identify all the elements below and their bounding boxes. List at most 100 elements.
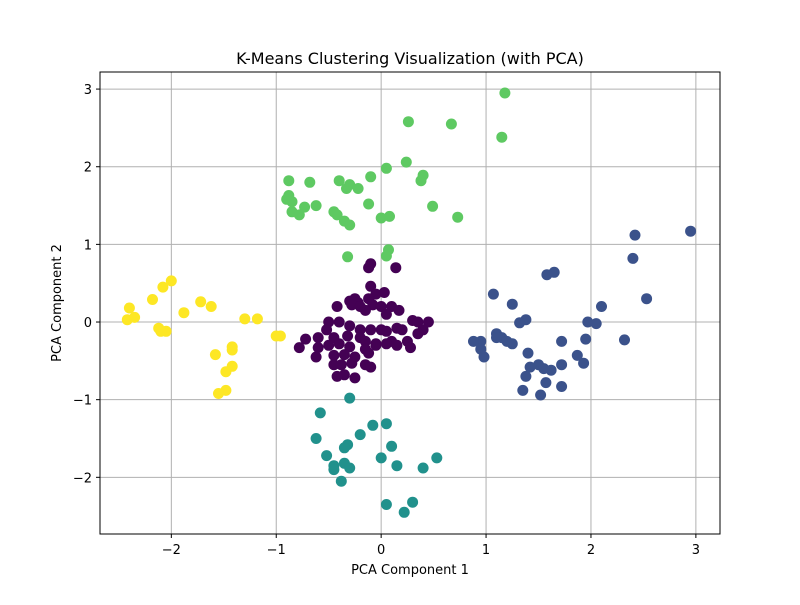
data-point: [299, 201, 311, 213]
data-point: [293, 342, 305, 354]
data-point: [629, 229, 641, 241]
data-point: [427, 200, 439, 212]
data-point: [213, 388, 224, 399]
data-point: [685, 225, 697, 237]
data-point: [293, 209, 305, 221]
data-point: [556, 381, 568, 392]
data-point: [314, 407, 326, 419]
data-point: [354, 324, 366, 336]
data-point: [378, 287, 390, 298]
axis-ticks: −2 −1 0 1 2 3 −2 −1 0 1 2 3: [73, 83, 700, 558]
data-point: [312, 332, 324, 344]
data-point: [251, 313, 263, 325]
y-tick-label: 3: [84, 83, 92, 98]
data-point: [514, 317, 526, 329]
data-point: [396, 324, 408, 336]
data-point: [304, 176, 316, 188]
data-point: [506, 338, 518, 350]
data-point: [641, 293, 653, 305]
data-point: [333, 338, 345, 350]
data-point: [487, 288, 499, 300]
plot-frame: [99, 71, 721, 535]
data-point: [535, 389, 547, 401]
data-point: [468, 335, 479, 347]
data-point: [506, 298, 518, 310]
data-point: [328, 349, 340, 361]
data-point: [365, 171, 377, 183]
data-point: [445, 118, 457, 130]
data-point: [286, 196, 298, 208]
data-point: [310, 351, 322, 363]
data-point: [522, 347, 534, 359]
data-point: [321, 324, 333, 336]
grid: [100, 72, 720, 534]
data-points: [121, 87, 697, 518]
data-point: [209, 349, 221, 361]
data-point: [390, 262, 402, 274]
data-point: [331, 209, 343, 221]
data-point: [363, 262, 375, 274]
data-point: [384, 210, 395, 222]
data-point: [352, 183, 364, 194]
data-point: [391, 460, 403, 472]
data-point: [338, 442, 350, 454]
data-point: [412, 316, 424, 328]
data-point: [391, 339, 403, 351]
data-point: [344, 341, 356, 353]
data-point: [335, 359, 347, 371]
data-point: [415, 175, 427, 187]
data-point: [520, 370, 532, 382]
data-point: [422, 316, 434, 328]
chart-title: K-Means Clustering Visualization (with P…: [236, 49, 584, 68]
data-point: [491, 332, 502, 344]
y-tick-label: 1: [84, 238, 92, 253]
data-point: [195, 296, 207, 308]
data-point: [346, 357, 358, 369]
data-point: [400, 156, 412, 168]
data-point: [412, 328, 424, 340]
data-point: [344, 462, 356, 474]
data-point: [346, 299, 358, 311]
data-point: [354, 429, 366, 441]
data-point: [380, 308, 392, 320]
data-point: [344, 392, 356, 404]
x-tick-label: 0: [377, 543, 385, 558]
data-point: [578, 357, 590, 369]
data-point: [596, 301, 607, 312]
data-point: [333, 316, 345, 328]
data-point: [386, 440, 398, 452]
data-point: [556, 335, 568, 347]
data-point: [341, 183, 352, 194]
y-tick-label: −1: [73, 394, 92, 409]
data-point: [375, 301, 387, 312]
data-point: [496, 131, 508, 143]
data-point: [205, 301, 217, 312]
data-point: [363, 198, 375, 210]
data-point: [582, 316, 594, 328]
data-point: [541, 269, 553, 281]
data-point: [393, 304, 405, 316]
data-point: [590, 318, 602, 330]
data-point: [370, 339, 382, 351]
data-point: [380, 162, 392, 174]
data-point: [365, 324, 377, 336]
data-point: [524, 361, 536, 373]
data-point: [499, 87, 511, 99]
data-point: [359, 335, 371, 347]
data-point: [627, 252, 639, 264]
data-point: [380, 250, 392, 262]
data-point: [123, 302, 135, 314]
data-point: [402, 116, 414, 128]
data-point: [283, 175, 295, 187]
data-point: [398, 506, 410, 518]
data-point: [300, 333, 312, 345]
data-point: [365, 280, 377, 292]
data-point: [556, 359, 568, 371]
data-point: [239, 313, 251, 325]
data-point: [431, 452, 443, 464]
data-point: [349, 372, 361, 384]
y-tick-label: 2: [84, 161, 92, 176]
data-point: [359, 304, 371, 316]
x-tick-label: 3: [692, 543, 700, 558]
